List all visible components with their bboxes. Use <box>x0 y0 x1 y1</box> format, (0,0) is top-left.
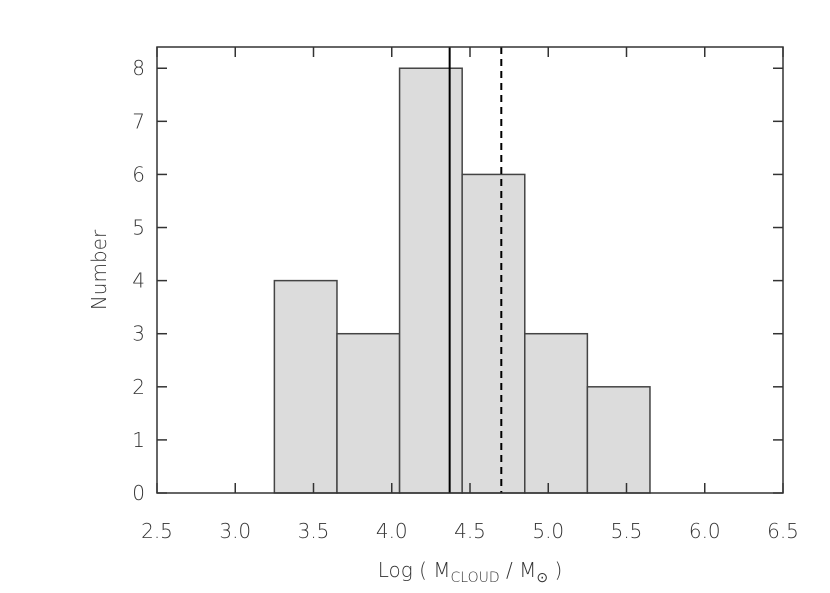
x-tick-label: 3.0 <box>219 519 251 543</box>
y-tick-label: 7 <box>132 109 145 133</box>
x-label-sub: CLOUD <box>451 570 500 586</box>
y-tick-label: 8 <box>132 56 145 80</box>
x-label-part: / M <box>500 558 537 582</box>
x-tick-label: 4.0 <box>376 519 408 543</box>
x-tick-label: 4.5 <box>454 519 486 543</box>
bar <box>586 386 651 494</box>
x-label-sub: ⊙ <box>536 570 548 586</box>
x-tick-label: 5.0 <box>532 519 564 543</box>
y-tick-label: 6 <box>132 162 145 186</box>
y-tick-label: 2 <box>132 375 145 399</box>
x-label-part: Log ( M <box>378 558 451 582</box>
x-label-part: ) <box>548 558 562 582</box>
x-tick-label: 2.5 <box>141 519 173 543</box>
y-tick-label: 1 <box>132 428 145 452</box>
x-tick-label: 5.5 <box>611 519 643 543</box>
y-tick-label: 3 <box>132 322 145 346</box>
x-tick-label: 6.0 <box>689 519 721 543</box>
bar <box>524 332 589 494</box>
bar <box>336 332 401 494</box>
x-axis-label: Log ( MCLOUD / M⊙ ) <box>378 558 563 586</box>
x-tick-label: 3.5 <box>298 519 330 543</box>
y-tick-label: 4 <box>132 269 145 293</box>
bar <box>273 279 338 494</box>
y-tick-label: 5 <box>132 216 145 240</box>
bar <box>461 173 526 494</box>
y-tick-label: 0 <box>132 481 145 505</box>
y-axis-label: Number <box>87 229 111 310</box>
bar <box>398 67 463 494</box>
x-tick-label: 6.5 <box>767 519 799 543</box>
